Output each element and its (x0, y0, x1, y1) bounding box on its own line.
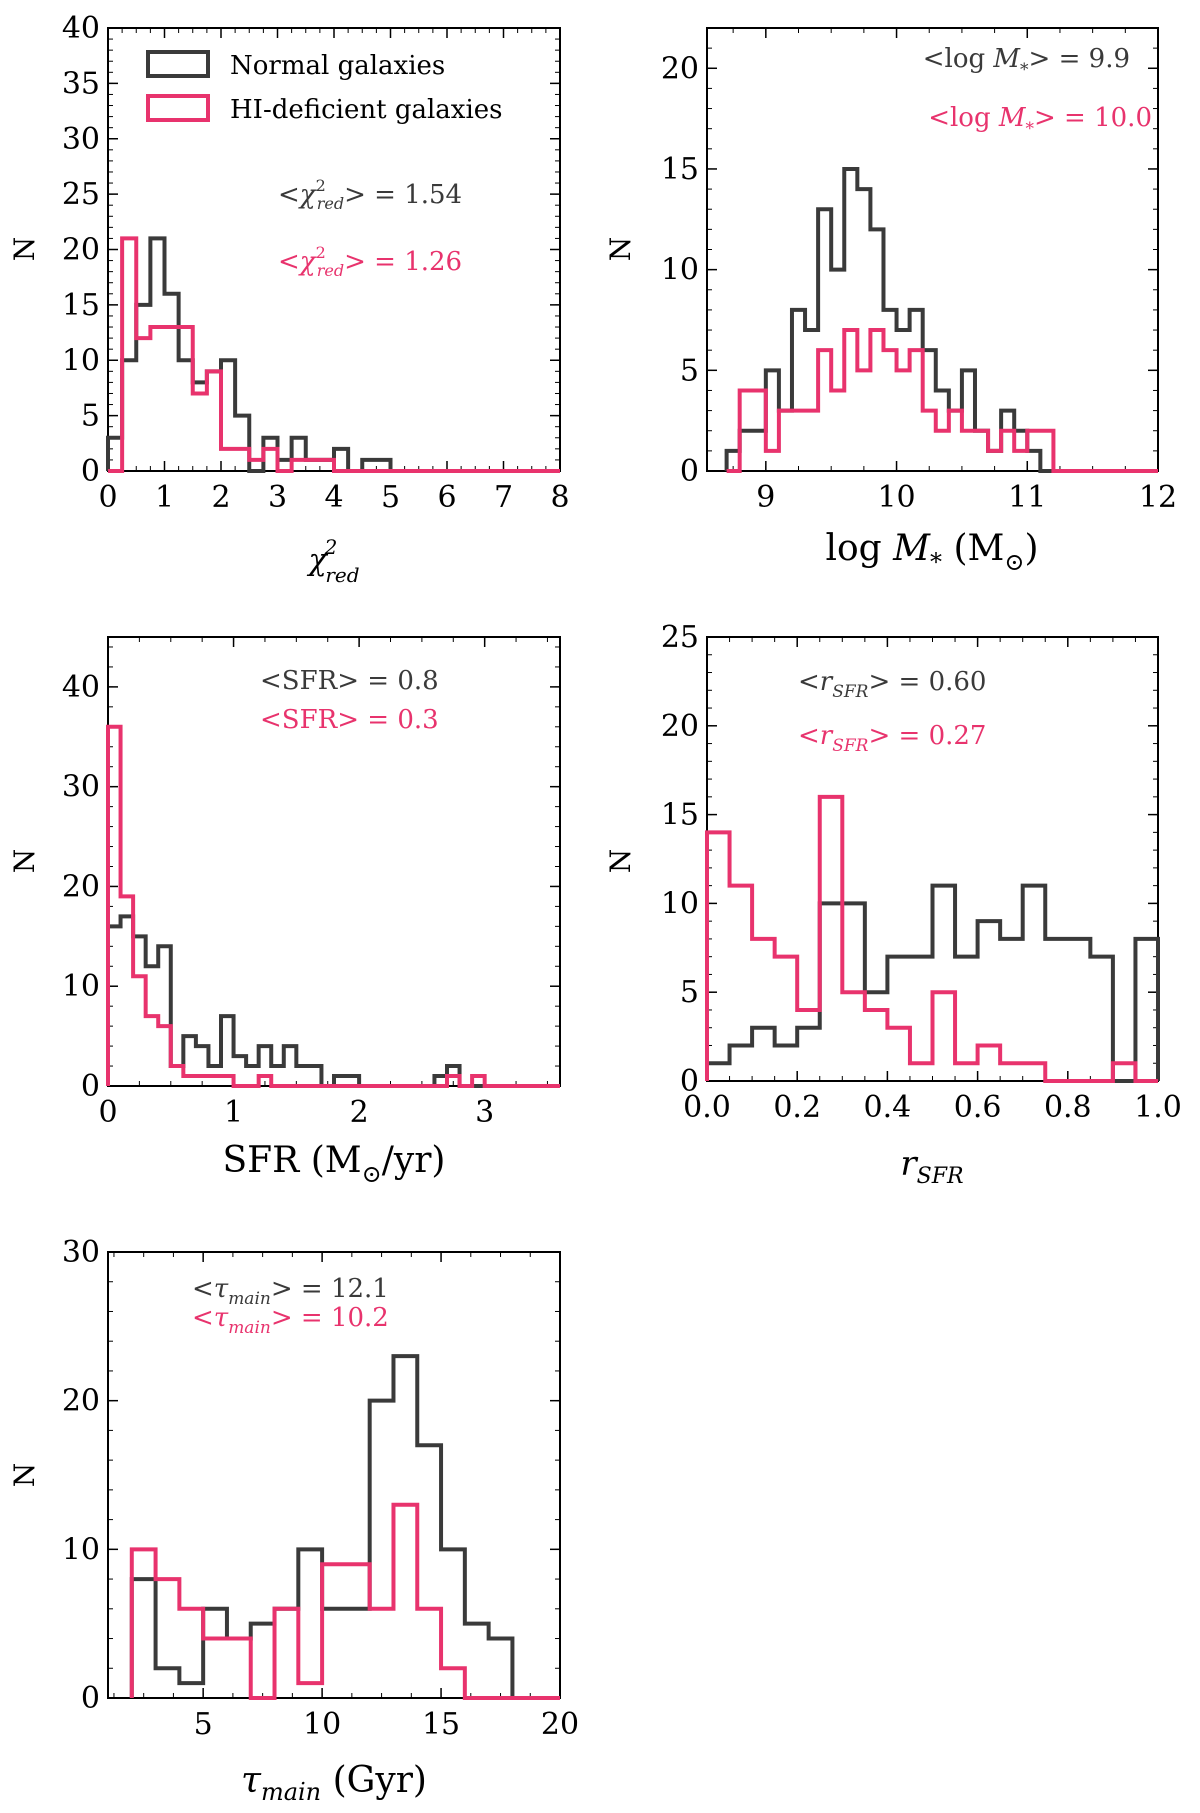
x-tick-label: 10 (303, 1707, 341, 1742)
annotation-deficient: <log M*> = 10.0 (928, 103, 1152, 139)
legend-swatch-deficient (146, 94, 210, 122)
histogram-deficient (106, 724, 560, 1088)
y-axis-label: N (604, 237, 637, 262)
histogram-deficient (705, 794, 1158, 1083)
x-tick-label: 1 (224, 1095, 243, 1130)
x-tick-label: 0.8 (1044, 1090, 1092, 1125)
histogram-normal (705, 883, 1160, 1083)
y-tick-label: 10 (62, 969, 100, 1004)
x-tick-label: 3 (475, 1095, 494, 1130)
x-tick-label: 1.0 (1134, 1090, 1182, 1125)
x-tick-label: 0 (98, 480, 117, 515)
annotation-deficient: <χ2 red> = 1.26 (278, 243, 462, 280)
x-tick-label: 3 (268, 480, 287, 515)
panel-tau: 5 10 15 20 0 10 20 30 N τmain (Gyr) <τmain> = 1… (8, 1235, 579, 1806)
x-axis-label: log M* (M⊙) (825, 528, 1038, 576)
annotation-deficient: <rSFR> = 0.27 (798, 721, 986, 756)
x-axis-label: χ2 red (306, 535, 359, 587)
y-tick-label: 20 (661, 709, 699, 744)
y-tick-label: 20 (62, 233, 100, 268)
y-tick-label: 5 (680, 353, 699, 388)
legend-label-deficient: HI-deficient galaxies (230, 95, 503, 125)
annotation-deficient: <τmain> = 10.2 (192, 1303, 389, 1338)
y-tick-label: 5 (81, 399, 100, 434)
x-tick-label: 8 (550, 480, 569, 515)
y-tick-label: 15 (62, 288, 100, 323)
x-tick-label: 0.6 (954, 1090, 1002, 1125)
x-tick-label: 1 (155, 480, 174, 515)
y-tick-label: 10 (62, 343, 100, 378)
histogram-deficient (129, 1502, 560, 1700)
y-tick-label: 20 (62, 869, 100, 904)
x-axis-label: rSFR (900, 1144, 963, 1189)
annotation-normal: <SFR> = 0.8 (260, 666, 439, 696)
y-tick-label: 20 (62, 1384, 100, 1419)
y-axis-label: N (8, 237, 41, 262)
y-tick-label: 5 (680, 975, 699, 1010)
y-tick-label: 30 (62, 1235, 100, 1270)
legend-swatch-normal (146, 50, 210, 78)
histogram-normal (106, 914, 560, 1088)
y-tick-label: 10 (661, 886, 699, 921)
legend-label-normal: Normal galaxies (230, 51, 445, 81)
x-tick-label: 2 (211, 480, 230, 515)
x-tick-label: 0.4 (864, 1090, 912, 1125)
panel-chi2: 0 1 2 3 4 5 6 7 8 0 5 10 15 20 25 30 35 40 N χ2 red Normal… (8, 11, 570, 587)
x-tick-label: 10 (877, 480, 915, 515)
annotation-normal: <rSFR> = 0.60 (798, 667, 986, 702)
annotation-normal: <χ2 red> = 1.54 (278, 176, 462, 213)
y-tick-label: 25 (62, 177, 100, 212)
y-tick-label: 0 (680, 1064, 699, 1099)
y-tick-label: 25 (661, 620, 699, 655)
x-tick-label: 7 (494, 480, 513, 515)
x-tick-label: 5 (194, 1707, 213, 1742)
y-tick-label: 30 (62, 770, 100, 805)
y-tick-label: 0 (81, 1069, 100, 1104)
panel-rsfr: 0.0 0.2 0.4 0.6 0.8 1.0 0 5 10 15 20 25 N rSFR <rSF… (604, 620, 1182, 1189)
y-tick-label: 40 (62, 11, 100, 46)
x-axis-label: SFR (M⊙/yr) (223, 1140, 446, 1188)
x-tick-label: 20 (541, 1707, 579, 1742)
annotation-normal: <τmain> = 12.1 (192, 1274, 389, 1309)
y-axis-label: N (8, 1463, 41, 1488)
y-tick-label: 35 (62, 66, 100, 101)
y-tick-label: 15 (661, 152, 699, 187)
x-tick-label: 15 (422, 1707, 460, 1742)
histogram-deficient (726, 328, 1158, 473)
annotation-deficient: <SFR> = 0.3 (260, 705, 439, 735)
y-tick-label: 10 (62, 1532, 100, 1567)
x-tick-label: 0 (98, 1095, 117, 1130)
plot-frame (706, 27, 1159, 472)
histogram-normal (724, 166, 1158, 473)
x-tick-label: 5 (381, 480, 400, 515)
y-tick-label: 0 (81, 1681, 100, 1716)
panel-mass: 9 10 11 12 0 5 10 15 20 N log M* (M⊙) <log M*> =… (604, 27, 1177, 576)
y-tick-label: 15 (661, 798, 699, 833)
x-tick-label: 0.0 (683, 1090, 731, 1125)
y-axis-label: N (604, 849, 637, 874)
x-tick-label: 9 (756, 480, 775, 515)
y-tick-label: 0 (81, 454, 100, 489)
x-tick-label: 4 (324, 480, 343, 515)
y-tick-label: 10 (661, 253, 699, 288)
y-tick-label: 20 (661, 51, 699, 86)
y-tick-label: 40 (62, 670, 100, 705)
y-axis-label: N (8, 849, 41, 874)
annotation-normal: <log M*> = 9.9 (923, 44, 1130, 80)
x-tick-label: 12 (1139, 480, 1177, 515)
histogram-deficient (108, 236, 560, 473)
x-tick-label: 2 (350, 1095, 369, 1130)
y-tick-label: 0 (680, 454, 699, 489)
y-tick-label: 30 (62, 122, 100, 157)
x-tick-label: 11 (1008, 480, 1046, 515)
x-tick-label: 6 (437, 480, 456, 515)
histogram-normal (129, 1354, 560, 1700)
plot-frame (107, 1251, 561, 1699)
x-axis-label: τmain (Gyr) (241, 1760, 427, 1806)
x-tick-label: 0.2 (773, 1090, 821, 1125)
